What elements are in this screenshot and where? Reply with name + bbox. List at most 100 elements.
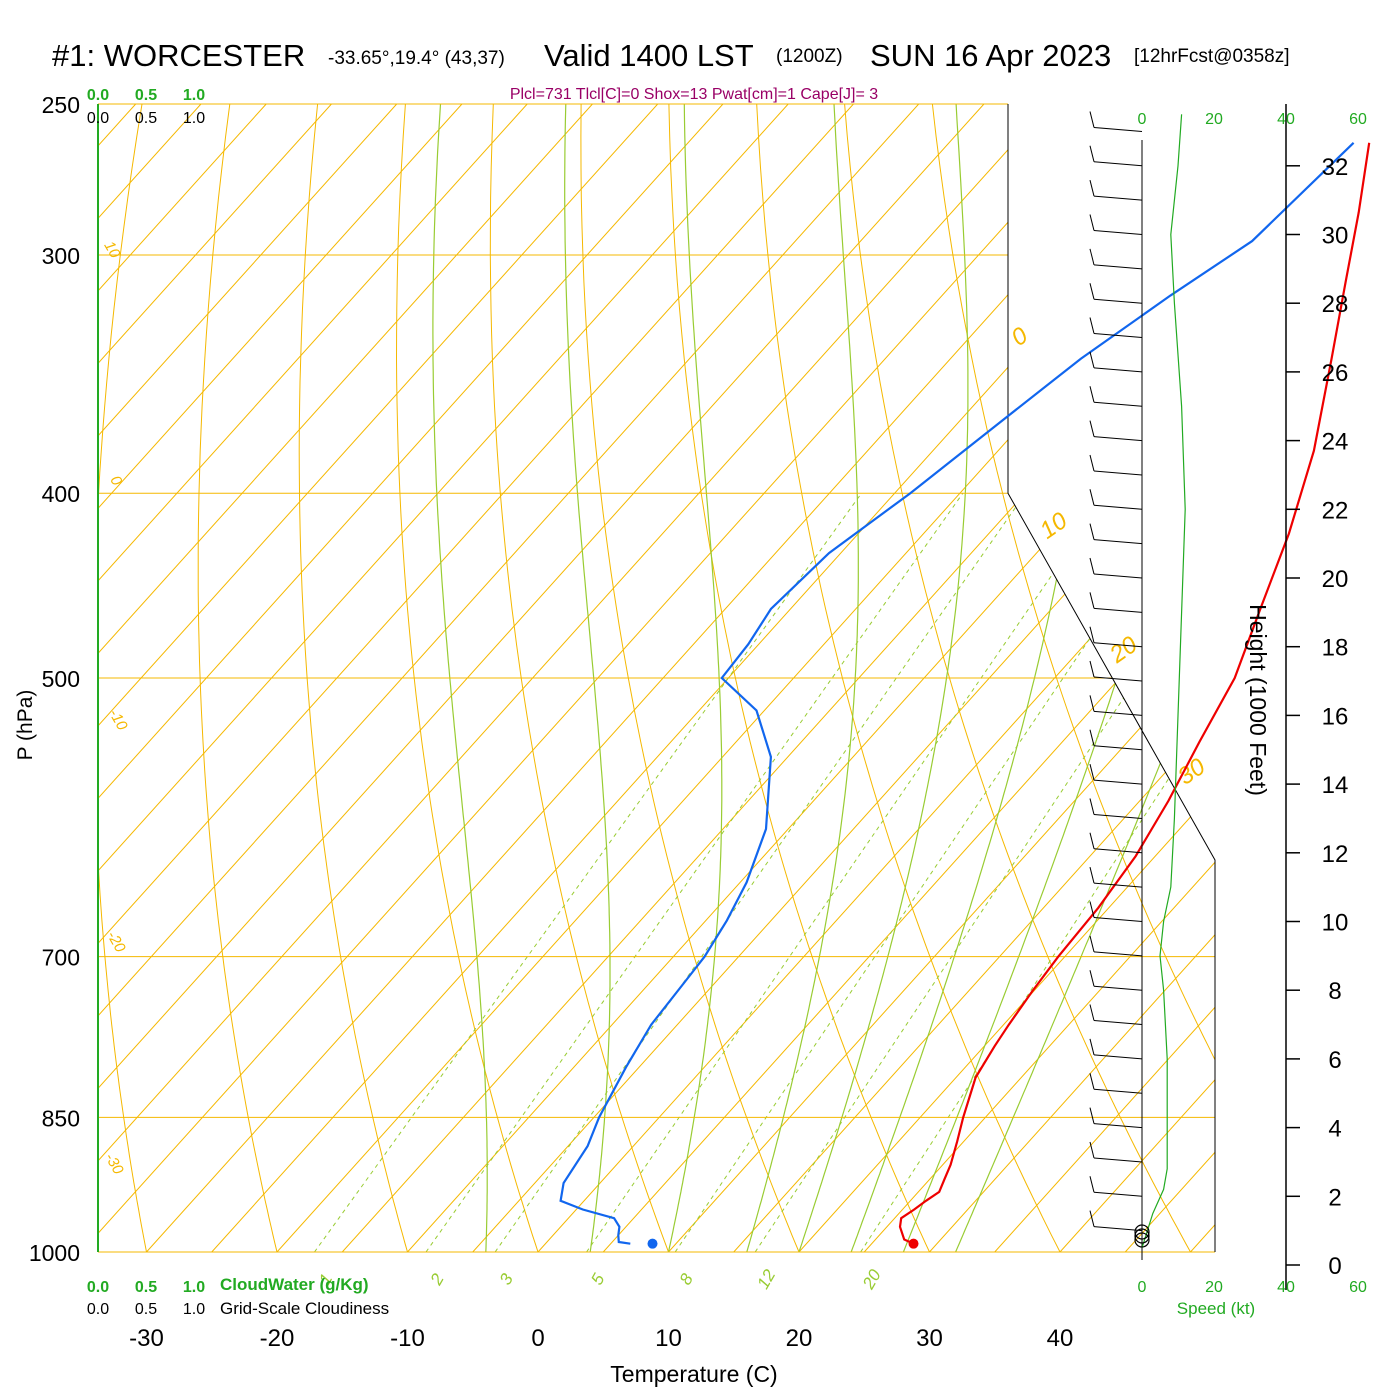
- wind-barb: [1093, 539, 1143, 545]
- calm-wind-circle: [1134, 1228, 1150, 1244]
- mixing-ratio-label: 5: [587, 1270, 608, 1288]
- wind-barb-flag: [1089, 1107, 1095, 1124]
- isotherm-label: 10: [100, 238, 123, 262]
- dry-adiabat: [580, 104, 800, 1252]
- bottom-scale-black-label: 0.0: [87, 1301, 109, 1318]
- dry-adiabat: [1284, 104, 1400, 1252]
- wind-barb: [1093, 951, 1143, 957]
- isotherm-line: [98, 104, 593, 1252]
- isotherm-line: [98, 104, 332, 1252]
- wind-barb: [1093, 470, 1143, 476]
- wind-barb-flag: [1089, 901, 1095, 918]
- wind-barb: [1093, 848, 1143, 854]
- speed-tick-label-top: 20: [1205, 111, 1223, 128]
- temperature-tick-label: -30: [129, 1325, 164, 1352]
- cloudiness-label: Grid-Scale Cloudiness: [220, 1299, 389, 1318]
- mixing-ratio-line: [586, 492, 1109, 1252]
- moist-adiabat: [955, 104, 1215, 1252]
- mixing-ratio-label: 2: [426, 1270, 448, 1289]
- wind-barb: [1093, 573, 1143, 579]
- isotherm-line: [929, 104, 1215, 1252]
- wind-barb: [1093, 642, 1143, 648]
- dry-adiabat: [844, 104, 1191, 1252]
- wind-barb: [1093, 367, 1143, 373]
- dry-adiabat: [668, 104, 930, 1252]
- wind-barb: [1093, 126, 1143, 132]
- wind-barb: [1093, 1157, 1143, 1163]
- wind-barb-flag: [1089, 283, 1095, 300]
- wind-barb-flag: [1089, 1038, 1095, 1056]
- station-coords: -33.65°,19.4° (43,37): [328, 48, 505, 69]
- isotherm-line: [98, 104, 528, 1252]
- isotherm-label: 20: [1104, 631, 1143, 669]
- wind-barb-flag: [1089, 660, 1095, 678]
- wind-barb-flag: [1089, 867, 1095, 884]
- speed-tick-label-top: 0: [1138, 111, 1147, 128]
- isotherm-label: -10: [105, 706, 131, 734]
- height-tick-label: 32: [1322, 154, 1349, 181]
- speed-tick-label-bottom: 0: [1138, 1279, 1147, 1296]
- bottom-scale-black-label: 0.5: [135, 1301, 157, 1318]
- moist-adiabat: [667, 104, 723, 1252]
- height-tick-label: 4: [1328, 1116, 1341, 1143]
- pressure-tick-label: 400: [42, 481, 80, 507]
- height-tick-label: 10: [1322, 910, 1349, 937]
- height-tick-label: 14: [1322, 772, 1349, 799]
- wind-barb-flag: [1089, 1073, 1095, 1090]
- wind-barb-flag: [1089, 1176, 1095, 1193]
- mixing-ratio-label: 12: [753, 1266, 779, 1292]
- top-scale-black-label: 0.0: [87, 110, 109, 127]
- temperature-tick-label: 40: [1047, 1325, 1074, 1352]
- profile-boundary: [1007, 104, 1216, 1252]
- height-tick-label: 12: [1322, 841, 1349, 868]
- mixing-ratio-label: 20: [858, 1266, 885, 1293]
- isotherm-label: 0: [1006, 322, 1033, 352]
- wind-barb-flag: [1089, 557, 1095, 575]
- top-scale-green-label: 1.0: [183, 87, 205, 104]
- wind-barb-flag: [1089, 592, 1095, 609]
- mixing-ratio-label: 8: [676, 1270, 697, 1288]
- wind-barb-flag: [1089, 351, 1095, 369]
- speed-tick-label-top: 60: [1349, 111, 1367, 128]
- calm-wind-circle: [1134, 1232, 1150, 1248]
- temperature-tick-label: 20: [786, 1325, 813, 1352]
- isotherm-line: [98, 104, 463, 1252]
- wind-barb: [1093, 607, 1143, 613]
- mixing-ratio-line: [494, 492, 1026, 1252]
- wind-barb-flag: [1089, 145, 1095, 162]
- isotherm-label: 0: [106, 473, 125, 489]
- cloudwater-label: CloudWater (g/Kg): [220, 1275, 369, 1294]
- wind-barb: [1093, 195, 1143, 201]
- height-tick-label: 26: [1322, 360, 1349, 387]
- wind-barb: [1093, 779, 1143, 785]
- y-axis-label: P (hPa): [14, 690, 37, 761]
- wind-barb-flag: [1089, 1210, 1095, 1227]
- wind-barb-flag: [1089, 695, 1095, 712]
- temperature-line: [898, 142, 1371, 1245]
- isotherm-label: -30: [101, 1150, 127, 1178]
- height-tick-label: 0: [1328, 1253, 1341, 1280]
- wind-barb: [1093, 882, 1143, 888]
- mixing-ratio-line: [674, 492, 1189, 1252]
- wind-barb: [1093, 1020, 1143, 1026]
- wind-barb-flag: [1089, 1004, 1095, 1021]
- pressure-tick-label: 300: [42, 243, 80, 269]
- speed-axis-label: Speed (kt): [1177, 1299, 1255, 1318]
- dry-adiabat: [197, 104, 278, 1252]
- wind-barb: [1093, 1191, 1143, 1197]
- wind-barb-flag: [1089, 935, 1095, 952]
- isotherm-line: [733, 104, 1215, 1252]
- wind-barb-flag: [1089, 763, 1095, 781]
- wind-barb: [1093, 504, 1143, 510]
- wind-barb: [1093, 1054, 1143, 1060]
- dry-adiabat: [298, 104, 408, 1252]
- surface dewpoint-marker: [647, 1238, 658, 1249]
- top-scale-green-label: 0.0: [87, 87, 109, 104]
- wind-barb: [1093, 161, 1143, 167]
- height-tick-label: 24: [1322, 429, 1349, 456]
- wind-barb-flag: [1089, 386, 1095, 403]
- dry-adiabat: [756, 104, 1061, 1252]
- wind-barb: [1093, 436, 1143, 442]
- height-tick-label: 22: [1322, 497, 1349, 524]
